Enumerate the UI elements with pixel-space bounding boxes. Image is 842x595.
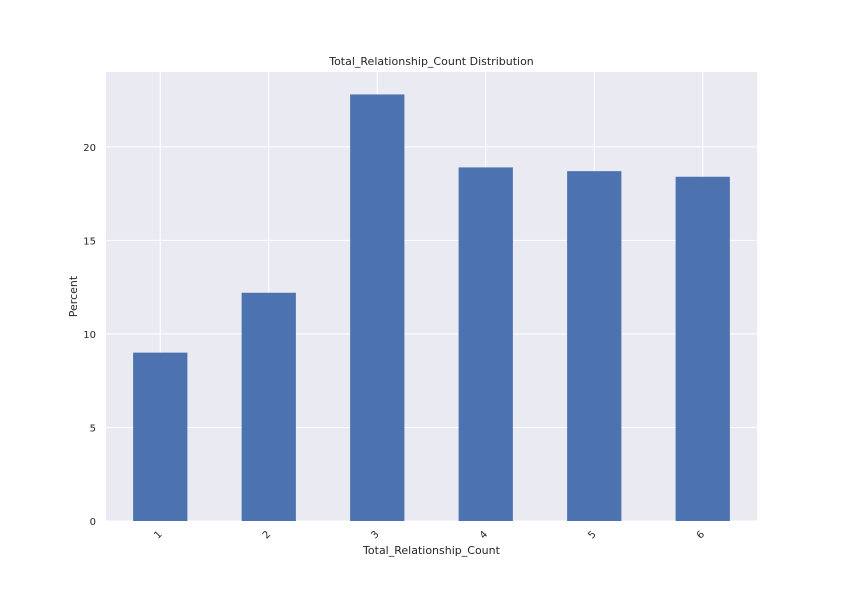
x-tick-label: 1 — [152, 529, 164, 541]
y-tick-label: 5 — [90, 423, 96, 434]
plot-area — [106, 72, 757, 521]
y-tick-label: 20 — [83, 143, 96, 154]
x-tick-label: 2 — [261, 529, 273, 541]
x-tick-label: 6 — [695, 529, 707, 541]
bar-1 — [133, 352, 188, 521]
x-axis-label: Total_Relationship_Count — [362, 544, 501, 557]
x-tick-label: 4 — [478, 529, 490, 541]
y-tick-label: 15 — [83, 236, 96, 247]
x-tick-label: 3 — [369, 529, 381, 541]
y-tick-label: 0 — [90, 517, 96, 528]
y-tick-label: 10 — [83, 330, 96, 341]
y-axis: 0 5 10 15 20 — [83, 143, 96, 528]
bar-4 — [458, 167, 513, 521]
bar-3 — [350, 94, 405, 521]
x-tick-label: 5 — [586, 529, 598, 541]
bar-2 — [241, 292, 296, 521]
bar-6 — [675, 176, 730, 521]
x-axis: 1 2 3 4 5 6 — [152, 529, 707, 541]
y-axis-label: Percent — [67, 275, 80, 317]
bars — [133, 94, 730, 521]
chart-title: Total_Relationship_Count Distribution — [328, 55, 534, 68]
bar-5 — [567, 171, 622, 521]
